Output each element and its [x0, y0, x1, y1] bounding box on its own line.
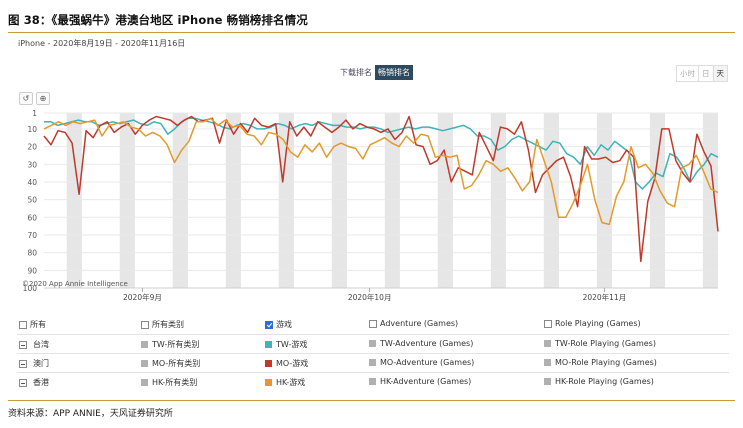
checkbox-icon	[141, 320, 149, 329]
weekend-band	[702, 113, 718, 288]
week-option[interactable]: 天	[712, 65, 728, 82]
legend-header-all-categories[interactable]: 所有类别	[141, 319, 184, 330]
x-tick-label: 2020年11月	[583, 292, 627, 302]
y-tick-label: 90	[27, 266, 37, 275]
weekend-band	[278, 113, 294, 288]
chart-subtitle: iPhone - 2020年8月19日 - 2020年11月16日	[18, 39, 186, 48]
collapse-icon	[19, 378, 27, 387]
y-tick-label: 60	[27, 213, 37, 222]
gray-swatch-icon	[369, 340, 376, 347]
checkbox-icon	[19, 320, 27, 329]
weekend-band	[543, 113, 559, 288]
figure-title: 图 38：《最强蜗牛》港澳台地区 iPhone 畅销榜排名情况	[8, 13, 308, 27]
series-line-tw	[44, 117, 719, 190]
y-tick-label: 70	[27, 231, 37, 240]
x-tick-label: 2020年10月	[348, 292, 392, 302]
legend-item-mo-games[interactable]: MO-游戏	[265, 358, 308, 369]
granularity-toggle: 小时 日 天	[676, 65, 728, 82]
downloads-rank-tab[interactable]: 下载排名	[340, 68, 372, 77]
legend-item-hk-games[interactable]: HK-游戏	[265, 377, 305, 388]
legend-row-macau: 澳门 MO-所有类别 MO-游戏 MO-Adventure (Games) MO…	[17, 353, 729, 371]
teal-swatch-icon	[265, 341, 272, 348]
series-line-mo	[43, 115, 719, 263]
zoom-icon[interactable]: ⊕	[36, 92, 50, 105]
y-tick-label: 40	[27, 178, 37, 187]
weekend-band	[384, 113, 400, 288]
gray-swatch-icon	[369, 378, 376, 385]
source-note: 资料来源：APP ANNIE，天风证券研究所	[8, 409, 173, 419]
legend-header-role-playing[interactable]: Role Playing (Games)	[544, 319, 641, 328]
weekend-band	[649, 113, 665, 288]
chart-watermark: ©2020 App Annie Intelligence	[22, 280, 128, 288]
legend-item-tw-adventure[interactable]: TW-Adventure (Games)	[369, 339, 473, 348]
weekend-band	[66, 113, 82, 288]
legend-item-mo-role-playing[interactable]: MO-Role Playing (Games)	[544, 358, 657, 367]
legend-item-tw-role-playing[interactable]: TW-Role Playing (Games)	[544, 339, 656, 348]
region-macau[interactable]: 澳门	[19, 358, 49, 369]
reset-zoom-icon[interactable]: ↺	[19, 92, 33, 105]
title-rule	[8, 32, 735, 33]
legend-header-games[interactable]: 游戏	[265, 319, 292, 330]
gray-swatch-icon	[544, 340, 551, 347]
gray-swatch-icon	[544, 359, 551, 366]
weekend-band	[225, 113, 241, 288]
y-tick-label: 20	[27, 143, 37, 152]
series-line-hk	[43, 117, 719, 226]
collapse-icon	[19, 340, 27, 349]
legend-item-hk-role-playing[interactable]: HK-Role Playing (Games)	[544, 377, 654, 386]
y-tick-label: 80	[27, 249, 37, 258]
legend-item-tw-all[interactable]: TW-所有类别	[141, 339, 199, 350]
y-tick-label: 10	[27, 125, 37, 134]
legend-item-mo-all[interactable]: MO-所有类别	[141, 358, 200, 369]
legend-row-taiwan: 台湾 TW-所有类别 TW-游戏 TW-Adventure (Games) TW…	[17, 334, 729, 352]
red-swatch-icon	[265, 360, 272, 367]
legend-row-hongkong: 香港 HK-所有类别 HK-游戏 HK-Adventure (Games) HK…	[17, 372, 729, 390]
weekend-band	[331, 113, 347, 288]
y-tick-label: 30	[27, 160, 37, 169]
y-tick-label: 1	[32, 109, 37, 118]
gray-swatch-icon	[369, 359, 376, 366]
weekend-band	[172, 113, 188, 288]
checkbox-icon	[544, 319, 552, 328]
collapse-icon	[19, 359, 27, 368]
rank-line-chart: 1 10 20 30 40 50 60 70 80 90 100 2020年9月 2020年10月 20…	[22, 109, 719, 302]
footer-rule	[8, 400, 735, 401]
legend-header-all[interactable]: 所有	[19, 319, 46, 330]
y-tick-label: 50	[27, 196, 37, 205]
gray-swatch-icon	[141, 341, 148, 348]
legend-header-adventure[interactable]: Adventure (Games)	[369, 319, 458, 328]
y-tick-label: 100	[23, 284, 38, 293]
weekend-band	[596, 113, 612, 288]
region-taiwan[interactable]: 台湾	[19, 339, 49, 350]
x-tick-label: 2020年9月	[123, 292, 162, 302]
grossing-rank-tab[interactable]: 畅销排名	[375, 65, 413, 80]
rank-type-toggle: 下载排名 畅销排名	[337, 65, 413, 80]
weekend-band	[437, 113, 453, 288]
weekend-band	[119, 113, 135, 288]
region-hongkong[interactable]: 香港	[19, 377, 49, 388]
checked-checkbox-icon	[265, 320, 273, 329]
legend-item-tw-games[interactable]: TW-游戏	[265, 339, 307, 350]
checkbox-icon	[369, 319, 377, 328]
legend-header-row: 所有 所有类别 游戏 Adventure (Games) Role Playin…	[17, 315, 729, 333]
gray-swatch-icon	[544, 378, 551, 385]
legend-item-mo-adventure[interactable]: MO-Adventure (Games)	[369, 358, 474, 367]
legend-item-hk-adventure[interactable]: HK-Adventure (Games)	[369, 377, 471, 386]
gray-swatch-icon	[141, 379, 148, 386]
orange-swatch-icon	[265, 379, 272, 386]
gray-swatch-icon	[141, 360, 148, 367]
legend-item-hk-all[interactable]: HK-所有类别	[141, 377, 197, 388]
